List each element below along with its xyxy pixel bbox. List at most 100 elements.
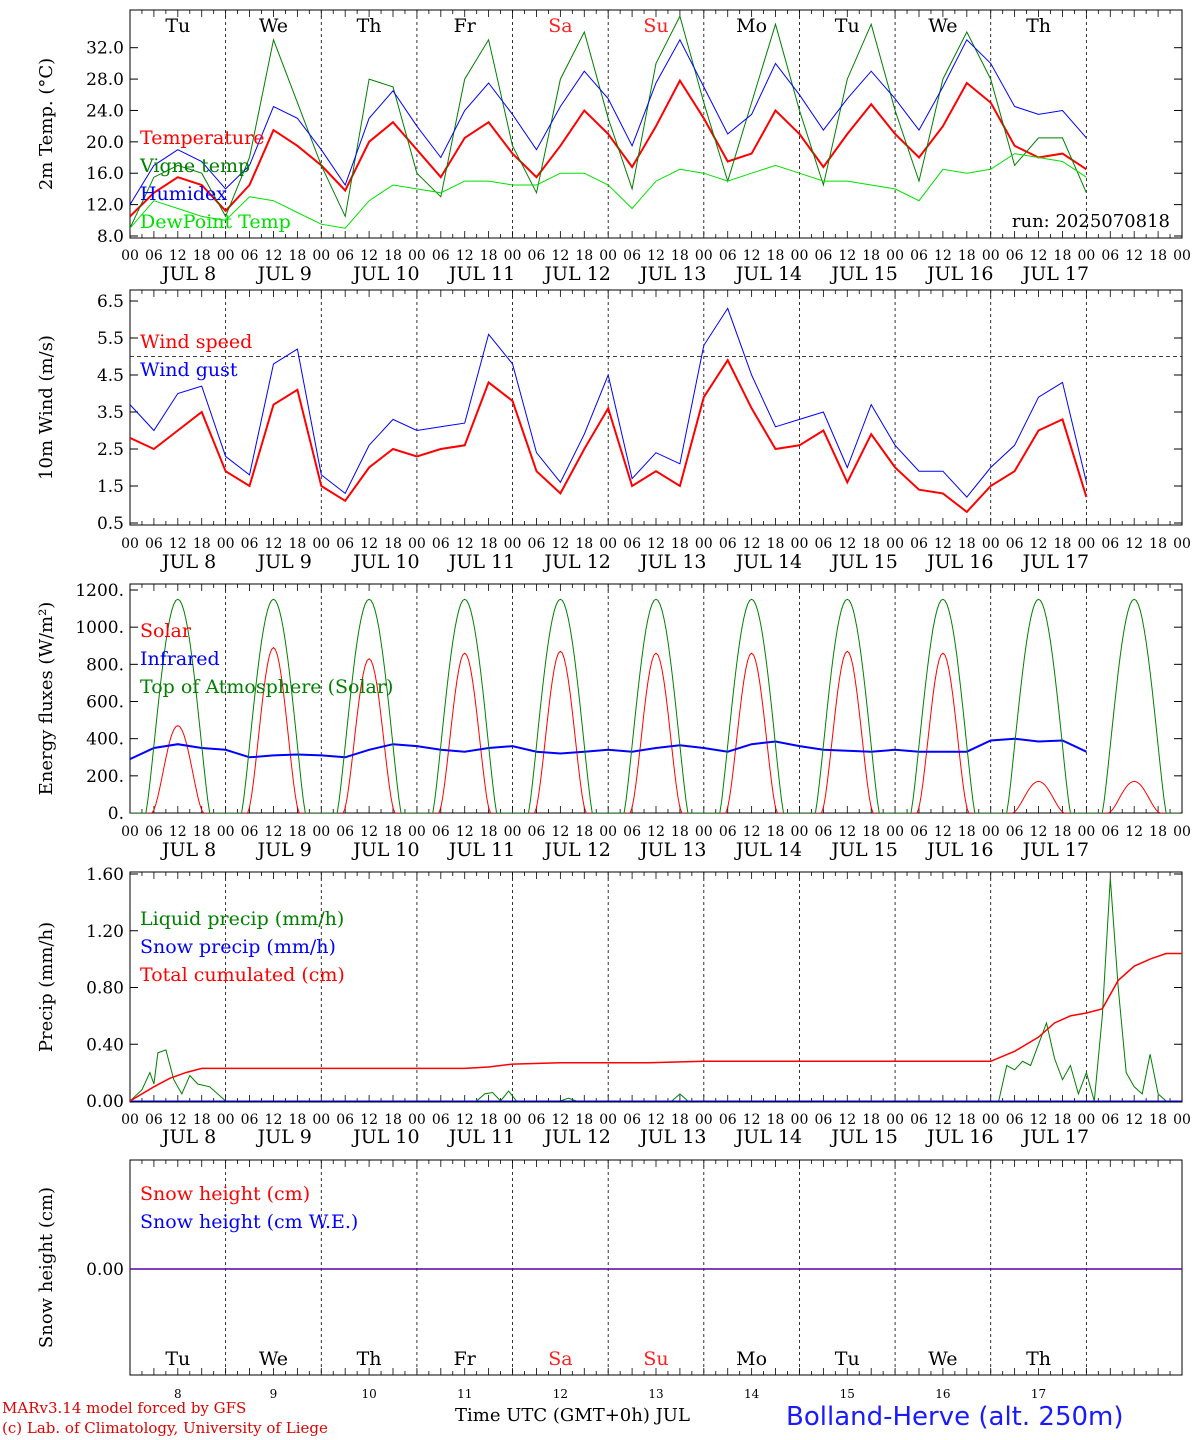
hour-tick-label: 00 — [121, 824, 139, 840]
hour-tick-label: 00 — [408, 536, 426, 552]
date-label: JUL 12 — [542, 1126, 610, 1148]
hour-tick-label: 06 — [719, 1112, 737, 1128]
hour-tick-label: 18 — [288, 536, 306, 552]
legend-entry: Total cumulated (cm) — [140, 964, 345, 986]
hour-tick-label: 00 — [121, 1112, 139, 1128]
y-tick-label: 0.00 — [86, 1092, 124, 1112]
hour-tick-label: 06 — [432, 536, 450, 552]
hour-tick-label: 00 — [982, 248, 1000, 264]
hour-tick-label: 12 — [647, 1112, 665, 1128]
hour-tick-label: 18 — [288, 824, 306, 840]
hour-tick-label: 00 — [982, 824, 1000, 840]
hour-tick-label: 06 — [1101, 1112, 1119, 1128]
hour-tick-label: 00 — [217, 536, 235, 552]
hour-tick-label: 00 — [217, 248, 235, 264]
series-line-total-cumulated-cm — [130, 952, 1182, 1102]
legend-entry: Infrared — [140, 648, 220, 670]
hour-tick-label: 00 — [886, 1112, 904, 1128]
hour-tick-label: 06 — [1006, 536, 1024, 552]
y-tick-label: 1.60 — [86, 865, 124, 885]
hour-tick-label: 18 — [767, 248, 785, 264]
hour-tick-label: 06 — [910, 824, 928, 840]
hour-tick-label: 00 — [791, 536, 809, 552]
hour-tick-label: 06 — [145, 536, 163, 552]
day-number-label: 8 — [174, 1387, 182, 1401]
weekday-label: Fr — [454, 1348, 477, 1370]
hour-tick-label: 12 — [551, 824, 569, 840]
hour-tick-label: 06 — [241, 536, 259, 552]
date-label: JUL 12 — [542, 839, 610, 861]
hour-tick-label: 12 — [265, 1112, 283, 1128]
hour-tick-label: 06 — [910, 1112, 928, 1128]
hour-tick-label: 18 — [384, 824, 402, 840]
hour-tick-label: 12 — [1030, 1112, 1048, 1128]
hour-tick-label: 12 — [169, 1112, 187, 1128]
hour-tick-label: 18 — [862, 824, 880, 840]
y-tick-label: 32.0 — [86, 39, 124, 59]
hour-tick-label: 18 — [958, 248, 976, 264]
run-label: run: 2025070818 — [1012, 211, 1170, 232]
day-number-label: 11 — [457, 1387, 472, 1401]
y-axis-title: Precip (mm/h) — [36, 922, 57, 1052]
hour-tick-label: 18 — [575, 536, 593, 552]
day-number-label: 10 — [361, 1387, 376, 1401]
y-tick-label: 1.20 — [86, 922, 124, 942]
hour-tick-label: 12 — [647, 824, 665, 840]
hour-tick-label: 12 — [1030, 248, 1048, 264]
hour-tick-label: 18 — [575, 1112, 593, 1128]
hour-tick-label: 18 — [958, 1112, 976, 1128]
series-line-wind-gust — [130, 307, 1087, 498]
y-tick-label: 20.0 — [86, 133, 124, 153]
hour-tick-label: 12 — [360, 1112, 378, 1128]
hour-tick-label: 18 — [862, 1112, 880, 1128]
hour-tick-label: 00 — [886, 536, 904, 552]
weekday-label: We — [928, 1348, 957, 1370]
hour-tick-label: 18 — [480, 824, 498, 840]
hour-tick-label: 18 — [384, 536, 402, 552]
hour-tick-label: 00 — [599, 1112, 617, 1128]
hour-tick-label: 00 — [599, 248, 617, 264]
hour-tick-label: 12 — [647, 536, 665, 552]
hour-tick-label: 06 — [814, 1112, 832, 1128]
hour-tick-label: 18 — [1149, 824, 1167, 840]
hour-tick-label: 18 — [1149, 248, 1167, 264]
hour-tick-label: 06 — [910, 536, 928, 552]
date-label: JUL 17 — [1021, 263, 1089, 285]
hour-tick-label: 12 — [934, 1112, 952, 1128]
hour-tick-label: 12 — [743, 248, 761, 264]
y-tick-label: 2.5 — [97, 440, 124, 460]
hour-tick-label: 18 — [384, 248, 402, 264]
hour-tick-label: 00 — [408, 1112, 426, 1128]
hour-tick-label: 00 — [312, 536, 330, 552]
legend-entry: Humidex — [140, 183, 227, 205]
hour-tick-label: 18 — [767, 1112, 785, 1128]
hour-tick-label: 00 — [1077, 248, 1095, 264]
hour-tick-label: 12 — [1030, 824, 1048, 840]
hour-tick-label: 00 — [695, 824, 713, 840]
hour-tick-label: 00 — [982, 1112, 1000, 1128]
weekday-label: Tu — [835, 15, 860, 37]
y-tick-label: 4.5 — [97, 366, 124, 386]
hour-tick-label: 06 — [528, 248, 546, 264]
hour-tick-label: 06 — [719, 824, 737, 840]
weekday-label: Fr — [454, 15, 477, 37]
date-label: JUL 15 — [829, 1126, 897, 1148]
hour-tick-label: 18 — [480, 536, 498, 552]
hour-tick-label: 12 — [169, 824, 187, 840]
weekday-label: Tu — [165, 1348, 190, 1370]
hour-tick-label: 06 — [1101, 536, 1119, 552]
hour-tick-label: 12 — [551, 248, 569, 264]
hour-tick-label: 18 — [958, 536, 976, 552]
hour-tick-label: 00 — [408, 824, 426, 840]
hour-tick-label: 06 — [528, 824, 546, 840]
hour-tick-label: 18 — [1054, 248, 1072, 264]
y-tick-label: 0.80 — [86, 979, 124, 999]
hour-tick-label: 12 — [934, 536, 952, 552]
hour-tick-label: 18 — [480, 1112, 498, 1128]
hour-tick-label: 00 — [312, 1112, 330, 1128]
hour-tick-label: 12 — [743, 536, 761, 552]
y-tick-label: 16.0 — [86, 164, 124, 184]
day-number-label: 12 — [553, 1387, 568, 1401]
hour-tick-label: 18 — [193, 248, 211, 264]
hour-tick-label: 12 — [169, 536, 187, 552]
